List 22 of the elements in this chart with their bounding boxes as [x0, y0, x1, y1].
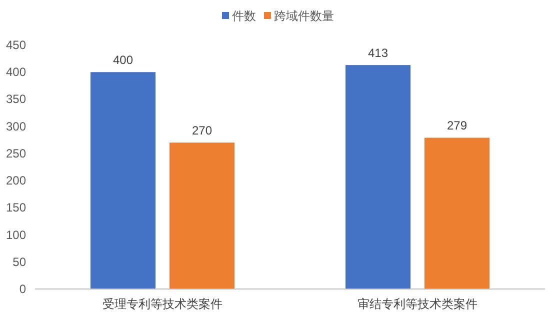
y-tick-label: 50 — [12, 254, 26, 269]
legend-label: 跨域件数量 — [274, 9, 334, 23]
y-tick-label: 200 — [6, 174, 26, 188]
y-tick-label: 250 — [6, 146, 26, 160]
legend-label: 件数 — [232, 9, 256, 23]
y-tick-label: 450 — [6, 38, 26, 52]
x-tick-label: 审结专利等技术类案件 — [358, 297, 478, 311]
data-label: 400 — [112, 53, 134, 68]
bar — [424, 138, 490, 289]
y-tick-label: 150 — [6, 200, 26, 215]
y-tick-label: 0 — [19, 282, 26, 296]
data-label: 279 — [446, 118, 468, 133]
bar — [90, 72, 156, 289]
bar — [170, 142, 234, 289]
bar — [346, 65, 410, 289]
y-tick-label: 350 — [6, 92, 26, 106]
x-tick-label: 受理专利等技术类案件 — [102, 297, 222, 311]
y-tick-label: 400 — [6, 65, 26, 80]
y-tick-label: 300 — [6, 119, 26, 134]
data-label: 413 — [368, 46, 388, 60]
data-label: 270 — [192, 124, 212, 138]
y-tick-label: 100 — [6, 228, 26, 242]
